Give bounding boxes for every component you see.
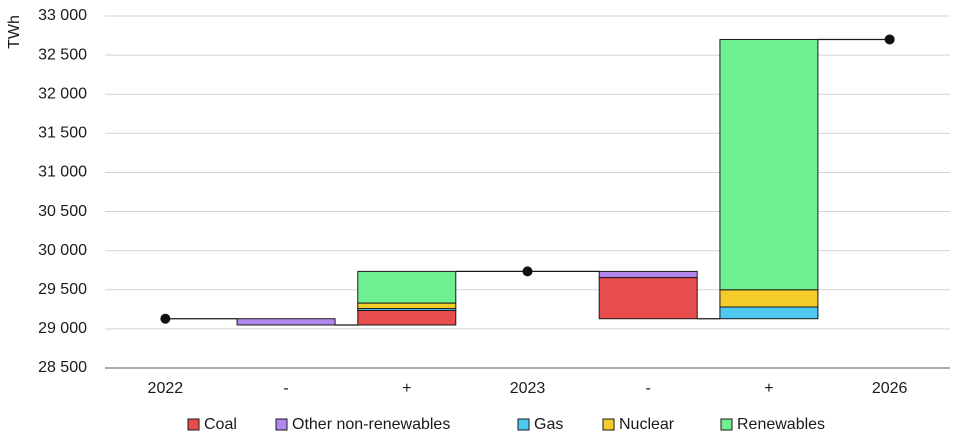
y-tick-label: 29 500 xyxy=(38,281,87,298)
bar-segment-renewables xyxy=(719,38,819,291)
y-tick-label: 30 000 xyxy=(38,242,87,259)
x-tick-label: - xyxy=(283,380,288,397)
legend-label: Gas xyxy=(534,416,563,433)
bar-segment-coal xyxy=(598,277,698,320)
legend: Coal Other non-renewables Gas Nuclear Renewa… xyxy=(187,416,825,433)
y-axis: 28 500 29 000 29 500 30 000 30 500 31 000 31 5… xyxy=(38,7,87,376)
legend-swatch xyxy=(187,418,200,431)
x-tick-label: 2023 xyxy=(510,380,546,397)
connector-lines xyxy=(165,38,890,326)
x-tick-label: 2022 xyxy=(148,380,184,397)
y-tick-label: 32 000 xyxy=(38,85,87,102)
gridlines xyxy=(105,15,950,330)
legend-label: Coal xyxy=(204,416,237,433)
x-tick-label: + xyxy=(764,380,773,397)
bar-segment-other-non-renewables xyxy=(236,318,336,326)
x-tick-label: + xyxy=(402,380,411,397)
bar-segment-coal xyxy=(357,310,457,326)
y-tick-label: 30 500 xyxy=(38,203,87,220)
y-tick-label: 29 000 xyxy=(38,320,87,337)
legend-item: Renewables xyxy=(720,416,825,433)
total-markers xyxy=(160,34,895,324)
bar-segment-nuclear xyxy=(719,289,819,308)
legend-item: Coal xyxy=(187,416,237,433)
legend-swatch xyxy=(517,418,530,431)
bar-segment-renewables xyxy=(357,270,457,304)
y-tick-label: 33 000 xyxy=(38,7,87,24)
y-tick-label: 31 000 xyxy=(38,164,87,181)
y-tick-label: 32 500 xyxy=(38,46,87,63)
legend-label: Other non-renewables xyxy=(292,416,450,433)
y-tick-label: 31 500 xyxy=(38,125,87,142)
bar-segment-nuclear xyxy=(357,302,457,310)
legend-label: Nuclear xyxy=(619,416,675,433)
legend-item: Nuclear xyxy=(602,416,675,433)
legend-swatch xyxy=(720,418,733,431)
x-tick-label: - xyxy=(646,380,651,397)
x-tick-label: 2026 xyxy=(872,380,908,397)
bar-segments xyxy=(236,38,819,326)
total-marker xyxy=(522,266,533,277)
legend-item: Gas xyxy=(517,416,563,433)
y-axis-label: TWh xyxy=(6,15,23,49)
x-axis: 2022 - +2023 - +2026 xyxy=(148,380,908,397)
legend-swatch xyxy=(602,418,615,431)
y-tick-label: 28 500 xyxy=(38,359,87,376)
bar-segment-other-non-renewables xyxy=(598,270,698,279)
legend-swatch xyxy=(275,418,288,431)
legend-label: Renewables xyxy=(737,416,825,433)
bar-segment-gas xyxy=(719,306,819,320)
legend-item: Other non-renewables xyxy=(275,416,450,433)
total-marker xyxy=(884,34,895,45)
total-marker xyxy=(160,313,171,324)
